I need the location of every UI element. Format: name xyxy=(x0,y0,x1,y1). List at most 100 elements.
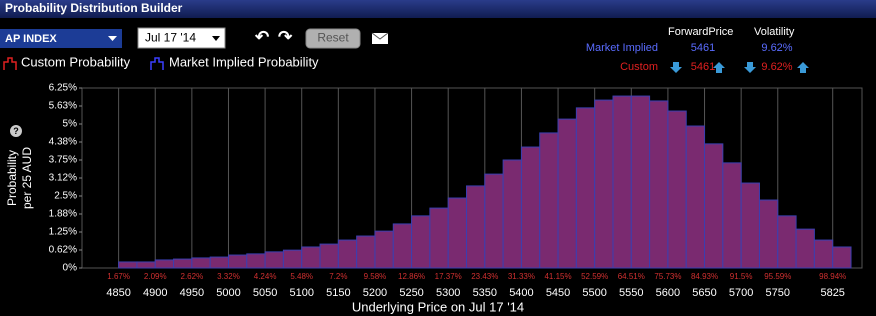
symbol: AP INDEX xyxy=(5,33,57,45)
x-tick-label: 4900 xyxy=(143,287,167,299)
cumulative-label: 23.43% xyxy=(471,272,498,281)
forward-price: 5461 xyxy=(691,42,715,54)
cumulative-label: 1.67% xyxy=(107,272,130,281)
bar xyxy=(813,239,834,269)
cumulative-label: 91.5% xyxy=(730,272,753,281)
x-tick-label: 5250 xyxy=(399,287,423,299)
dropdown-arrow xyxy=(108,36,117,41)
y-axis-label: per 25 AUD xyxy=(20,147,34,209)
bar xyxy=(502,159,522,269)
y-tick-label: 5% xyxy=(63,119,78,130)
x-axis-label: Underlying Price on Jul 17 '14 xyxy=(352,299,524,314)
y-tick-label: 5.63% xyxy=(49,101,77,112)
x-tick-label: 5550 xyxy=(619,287,643,299)
bar xyxy=(356,235,376,269)
y-tick-label: 6.25% xyxy=(49,83,77,94)
summary-header: ForwardPrice xyxy=(668,26,733,38)
x-tick-label: 5450 xyxy=(546,287,570,299)
bar xyxy=(374,230,394,269)
bar xyxy=(246,253,266,269)
legend-label: Custom Probability xyxy=(21,54,131,69)
cumulative-label: 12.86% xyxy=(398,272,425,281)
bar xyxy=(282,249,303,269)
cumulative-label: 52.59% xyxy=(581,272,608,281)
bar xyxy=(704,143,724,269)
bar xyxy=(392,223,413,269)
legend-icon xyxy=(150,57,164,70)
date-dropdown[interactable] xyxy=(137,27,226,49)
bar xyxy=(173,258,193,269)
bar xyxy=(154,259,175,269)
y-tick-label: 0% xyxy=(63,263,78,274)
reset-label: Reset xyxy=(317,31,349,45)
bar xyxy=(795,228,815,269)
x-tick-label: 5150 xyxy=(326,287,350,299)
mail-icon xyxy=(371,32,389,40)
title-bar xyxy=(0,0,876,18)
bar xyxy=(411,215,431,269)
increase-button[interactable] xyxy=(797,62,809,73)
bar xyxy=(557,118,577,269)
x-tick-label: 5000 xyxy=(216,287,240,299)
y-tick-label: 1.88% xyxy=(49,209,77,220)
bar xyxy=(539,132,559,269)
increase-button[interactable] xyxy=(713,62,725,73)
cumulative-label: 2.09% xyxy=(144,272,167,281)
help-mark: ? xyxy=(13,126,19,136)
volatility: 9.62% xyxy=(761,61,792,73)
bar xyxy=(832,246,852,269)
bar xyxy=(429,207,449,269)
row-label: Market Implied xyxy=(586,42,658,54)
bar xyxy=(758,199,779,269)
bar xyxy=(301,246,321,269)
summary-header: Volatility xyxy=(754,26,795,38)
cumulative-label: 98.94% xyxy=(819,272,846,281)
cumulative-label: 2.62% xyxy=(181,272,204,281)
bar xyxy=(337,239,358,269)
y-tick-label: 2.5% xyxy=(54,191,77,202)
x-tick-label: 5300 xyxy=(436,287,460,299)
window-title: Probability Distribution Builder xyxy=(5,1,183,15)
bar xyxy=(520,146,541,269)
x-tick-label: 5350 xyxy=(473,287,497,299)
y-tick-label: 3.75% xyxy=(49,155,77,166)
x-tick-label: 5100 xyxy=(289,287,313,299)
x-tick-label: 5825 xyxy=(820,287,844,299)
forward-price: 5461 xyxy=(691,61,715,73)
bar xyxy=(612,95,632,269)
cumulative-label: 7.2% xyxy=(329,272,347,281)
dropdown-arrow xyxy=(212,36,220,41)
x-tick-label: 5400 xyxy=(509,287,533,299)
bar xyxy=(777,215,797,269)
cumulative-label: 4.24% xyxy=(254,272,277,281)
cumulative-label: 75.73% xyxy=(654,272,681,281)
cumulative-label: 3.32% xyxy=(217,272,240,281)
y-tick-label: 3.12% xyxy=(49,173,77,184)
reset-button[interactable] xyxy=(305,28,361,49)
bar xyxy=(722,162,742,269)
bar xyxy=(630,95,651,269)
bar xyxy=(227,254,248,269)
redo-button[interactable]: ↷ xyxy=(278,27,293,46)
bar xyxy=(447,197,468,269)
cumulative-label: 9.58% xyxy=(364,272,387,281)
x-tick-label: 4950 xyxy=(180,287,204,299)
bar xyxy=(740,182,760,269)
legend-label: Market Implied Probability xyxy=(169,54,319,69)
y-tick-label: 0.62% xyxy=(49,245,77,256)
cumulative-label: 41.15% xyxy=(544,272,571,281)
bar xyxy=(136,261,156,269)
cumulative-label: 5.48% xyxy=(290,272,313,281)
help-icon[interactable] xyxy=(10,125,22,137)
undo-button[interactable]: ↶ xyxy=(254,27,269,46)
bar xyxy=(209,256,229,269)
x-tick-label: 5650 xyxy=(692,287,716,299)
bar xyxy=(264,251,284,269)
x-tick-label: 5500 xyxy=(582,287,606,299)
y-axis-label: Probability xyxy=(5,150,19,206)
symbol-dropdown[interactable] xyxy=(0,29,122,48)
decrease-button[interactable] xyxy=(670,62,682,73)
decrease-button[interactable] xyxy=(744,62,756,73)
bar xyxy=(118,261,138,269)
y-tick-label: 4.38% xyxy=(49,137,77,148)
